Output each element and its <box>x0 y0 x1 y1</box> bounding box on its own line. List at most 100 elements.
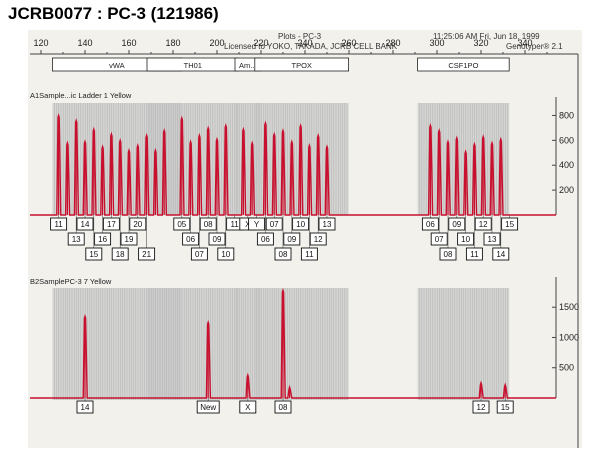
allele-box <box>318 217 336 231</box>
x-tick-label: 260 <box>341 38 356 48</box>
allele-box <box>102 217 120 231</box>
allele-label: 10 <box>461 235 470 244</box>
allele-label: 09 <box>452 220 461 229</box>
allele-label: 08 <box>444 250 453 259</box>
allele-box <box>196 400 220 414</box>
allele-label: 16 <box>98 235 107 244</box>
allele-label: X <box>245 403 251 412</box>
locus-label: TPOX <box>291 61 311 70</box>
allele-box <box>111 247 129 261</box>
allele-box <box>138 247 156 261</box>
allele-label: 12 <box>314 235 323 244</box>
allele-box <box>496 400 514 414</box>
locus-label: TH01 <box>184 61 202 70</box>
allele-box <box>300 247 318 261</box>
allele-label: 15 <box>501 403 510 412</box>
allele-label: 20 <box>133 220 142 229</box>
page-title: JCRB0077 : PC-3 (121986) <box>8 4 219 23</box>
y-tick-label: 800 <box>559 110 574 120</box>
allele-box <box>439 247 457 261</box>
allele-box <box>120 232 138 246</box>
x-tick-label: 240 <box>297 38 312 48</box>
allele-label: 06 <box>186 235 195 244</box>
bin-shading <box>254 288 349 400</box>
allele-box <box>421 217 439 231</box>
license-text: Licensed to YOKO, TAKADA, JCRB CELL BANK <box>224 42 398 51</box>
electropherogram-svg: 120 140 160 180 200 220 240 260 280 300 320 340 vWA T… <box>30 38 579 448</box>
allele-label: 08 <box>279 250 288 259</box>
trace-line <box>30 287 556 399</box>
x-tick-label: 300 <box>429 38 444 48</box>
allele-label: 13 <box>323 220 332 229</box>
x-tick-label: 200 <box>209 38 224 48</box>
allele-box <box>190 247 208 261</box>
allele-label: 13 <box>488 235 497 244</box>
allele-label: 15 <box>89 250 98 259</box>
allele-box <box>274 400 292 414</box>
allele-box <box>129 217 147 231</box>
allele-box <box>474 217 492 231</box>
allele-label: 14 <box>496 250 505 259</box>
allele-label: 11 <box>305 250 314 259</box>
allele-label: 12 <box>479 220 488 229</box>
locus-label: Am... <box>239 61 257 70</box>
allele-box <box>85 247 103 261</box>
allele-label: 10 <box>296 220 305 229</box>
plots-title: Plots - PC-3 <box>278 32 322 41</box>
software-version: Genotyper® 2.1 <box>506 42 563 51</box>
allele-box <box>239 400 257 414</box>
allele-box <box>76 217 94 231</box>
allele-box <box>67 232 85 246</box>
allele-label: 11 <box>470 250 479 259</box>
plot-sheet: Plots - PC-3 Licensed to YOKO, TAKADA, J… <box>28 30 582 448</box>
allele-label: 05 <box>177 220 186 229</box>
allele-label: 07 <box>435 235 444 244</box>
allele-box <box>199 217 217 231</box>
allele-label: 12 <box>477 403 486 412</box>
x-tick-label: 180 <box>165 38 180 48</box>
y-tick-label: 400 <box>559 160 574 170</box>
locus-label: CSF1PO <box>448 61 478 70</box>
allele-label: 07 <box>270 220 279 229</box>
allele-label: Y <box>254 220 260 229</box>
allele-box <box>76 400 94 414</box>
allele-label: 19 <box>125 235 134 244</box>
y-tick-label: 500 <box>559 363 574 373</box>
allele-label: 17 <box>107 220 116 229</box>
allele-label: 14 <box>81 220 90 229</box>
allele-box <box>292 217 310 231</box>
allele-label: 06 <box>426 220 435 229</box>
allele-label: 10 <box>221 250 230 259</box>
datetime-text: 11:25:06 AM Fri, Jun 18, 1999 <box>433 32 540 41</box>
allele-label: 11 <box>230 220 239 229</box>
allele-box <box>448 217 466 231</box>
x-tick-label: 280 <box>385 38 400 48</box>
panel-title: A1Sample...ic Ladder 1 Yellow <box>30 91 132 100</box>
locus-box <box>254 57 350 72</box>
x-tick-label: 220 <box>253 38 268 48</box>
allele-label: 14 <box>81 403 90 412</box>
allele-box <box>483 232 501 246</box>
allele-box <box>430 232 448 246</box>
allele-box <box>208 232 226 246</box>
y-tick-label: 1000 <box>559 332 579 342</box>
y-tick-label: 200 <box>559 185 574 195</box>
allele-box <box>248 217 266 231</box>
allele-box <box>94 232 112 246</box>
y-tick-label: 1500 <box>559 302 579 312</box>
x-tick-label: 120 <box>33 38 48 48</box>
x-tick-label: 320 <box>473 38 488 48</box>
allele-box <box>217 247 235 261</box>
allele-box <box>457 232 475 246</box>
allele-box <box>50 217 68 231</box>
allele-box <box>173 217 191 231</box>
allele-box <box>283 232 301 246</box>
x-tick-label: 340 <box>517 38 532 48</box>
allele-label: X <box>245 220 251 229</box>
locus-label: vWA <box>109 61 125 70</box>
locus-box <box>417 57 510 72</box>
x-tick-label: 160 <box>121 38 136 48</box>
allele-box <box>501 217 519 231</box>
panel-title: B2SamplePC-3 7 Yellow <box>30 277 112 286</box>
allele-label: 21 <box>142 250 151 259</box>
